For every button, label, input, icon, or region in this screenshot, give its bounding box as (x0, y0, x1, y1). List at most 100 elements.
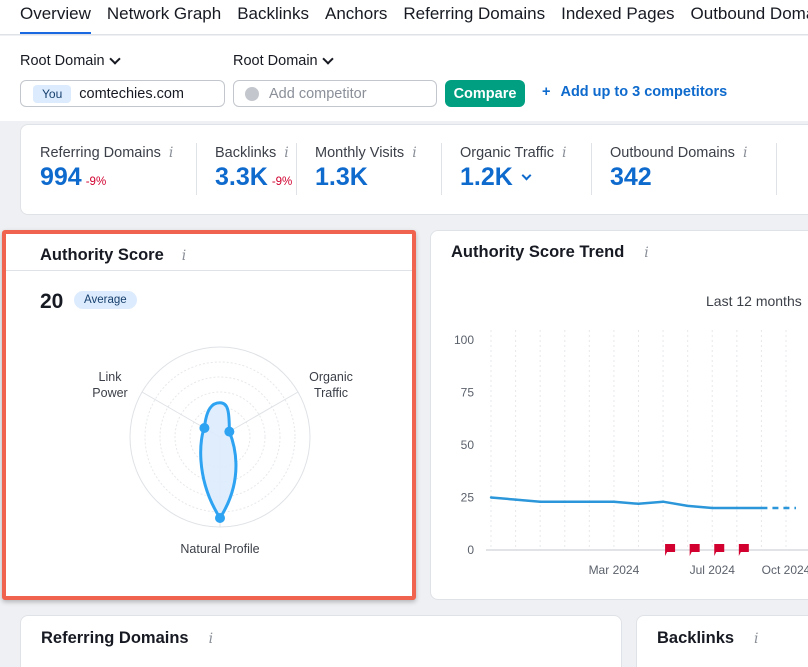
metric-label-text: Backlinks (215, 145, 277, 161)
authority-score-header: Authority Score i (6, 234, 412, 271)
series-line (490, 496, 762, 510)
event-flag-icon[interactable] (665, 544, 676, 556)
metric-value-text: 994 (40, 163, 82, 191)
event-flag-icon[interactable] (689, 544, 700, 556)
authority-radar-chart: Link Power Organic Traffic Natural Profi… (92, 346, 353, 556)
referring-domains-card: Referring Domains i (20, 615, 622, 667)
domain-controls: Root Domain Root Domain You comtechies.c… (0, 36, 808, 121)
data-point[interactable] (784, 506, 788, 510)
authority-score-title: Authority Score (40, 246, 164, 264)
data-point[interactable] (686, 504, 689, 508)
radar-axis-label-natural-profile: Natural Profile (180, 542, 259, 556)
tab-outbound-domains[interactable]: Outbound Domains (690, 4, 808, 23)
data-point[interactable] (588, 500, 591, 503)
backlinks-card: Backlinks i (636, 615, 808, 667)
tab-anchors[interactable]: Anchors (325, 4, 388, 23)
radar-value-shape (199, 401, 238, 521)
metric-outbound-domains[interactable]: Outbound Domains i 342 (591, 125, 776, 214)
competitor-dot-icon (245, 86, 259, 101)
metric-label-text: Outbound Domains (610, 145, 735, 161)
tab-referring-domains[interactable]: Referring Domains (403, 4, 546, 23)
data-point[interactable] (612, 500, 616, 503)
data-point[interactable] (538, 500, 542, 503)
event-flag-icon[interactable] (714, 544, 725, 556)
tab-bar: Overview Network Graph Backlinks Anchors… (0, 0, 808, 35)
add-competitors-link[interactable]: + Add up to 3 competitors (542, 84, 727, 100)
data-point[interactable] (514, 498, 517, 501)
info-icon[interactable]: i (754, 630, 759, 647)
referring-domains-header: Referring Domains i (41, 629, 213, 648)
radar-axis-label-organic-2: Traffic (314, 386, 348, 400)
radar-point-link-power[interactable] (199, 423, 210, 433)
competitor-domain-type-select[interactable]: Root Domain (233, 52, 334, 69)
your-domain-value: comtechies.com (79, 85, 185, 102)
metric-referring-domains[interactable]: Referring Domains i 994 -9% (21, 125, 196, 214)
data-point[interactable] (661, 500, 665, 503)
compare-button[interactable]: Compare (445, 80, 525, 107)
authority-score-value: 20 (40, 290, 64, 313)
x-tick-label: Jul 2024 (690, 563, 736, 577)
metric-truncated (776, 125, 808, 214)
trend-period-selector[interactable]: Last 12 months (706, 293, 802, 309)
chevron-down-icon[interactable] (521, 170, 532, 180)
competitor-input[interactable]: Add competitor (233, 80, 437, 107)
tab-indexed-pages[interactable]: Indexed Pages (561, 4, 675, 23)
data-point[interactable] (489, 496, 493, 499)
metric-value-text: 1.2K (460, 163, 513, 191)
add-competitors-label: Add up to 3 competitors (560, 84, 728, 100)
metric-delta: -9% (271, 176, 293, 188)
metric-backlinks[interactable]: Backlinks i 3.3K -9% (196, 125, 296, 214)
info-icon[interactable]: i (644, 244, 649, 261)
metric-organic-traffic[interactable]: Organic Traffic i 1.2K (441, 125, 591, 214)
y-tick-label: 50 (461, 438, 475, 452)
metric-value-text: 1.3K (315, 163, 368, 191)
metric-value-text: 3.3K (215, 163, 268, 191)
metric-value: 1.2K (460, 163, 577, 192)
info-icon[interactable]: i (168, 145, 174, 161)
metric-label: Organic Traffic i (460, 145, 577, 161)
tab-network-graph[interactable]: Network Graph (106, 4, 222, 23)
x-tick-label: Oct 2024 (762, 563, 808, 577)
chevron-down-icon (321, 52, 334, 65)
your-domain-field[interactable]: You comtechies.com (20, 80, 225, 107)
data-point[interactable] (637, 502, 640, 505)
authority-score-badge: Average (74, 291, 137, 309)
trend-title: Authority Score Trend (451, 243, 625, 261)
authority-score-card: Authority Score i 20 Average Link Power … (2, 230, 416, 600)
info-icon[interactable]: i (412, 145, 417, 161)
trend-header: Authority Score Trend i (451, 243, 649, 262)
metric-label: Outbound Domains i (610, 145, 762, 161)
metrics-bar: Referring Domains i 994 -9% Backlinks i 3.3… (20, 124, 808, 215)
info-icon[interactable]: i (284, 145, 289, 161)
radar-point-organic-traffic[interactable] (224, 426, 235, 437)
y-tick-label: 0 (467, 543, 474, 557)
tab-overview[interactable]: Overview (0, 0, 99, 34)
domain-type-label: Root Domain (20, 53, 105, 69)
data-point[interactable] (760, 506, 763, 510)
metric-label: Monthly Visits i (315, 145, 427, 161)
metric-monthly-visits[interactable]: Monthly Visits i 1.3K (296, 125, 441, 214)
trend-line-chart: 100 75 50 25 0 Mar 2024 Jul 2024 Oct 2024 (454, 330, 808, 577)
data-point[interactable] (563, 500, 566, 503)
domain-type-select[interactable]: Root Domain (20, 52, 121, 69)
chevron-down-icon (108, 52, 121, 65)
y-tick-label: 75 (461, 386, 475, 400)
you-badge: You (33, 84, 72, 103)
event-flag-icon[interactable] (738, 544, 749, 556)
y-tick-label: 25 (461, 491, 475, 505)
radar-axis-label-link-power-1: Link (99, 370, 123, 384)
metric-value: 994 -9% (40, 163, 182, 192)
backlinks-title: Backlinks (657, 629, 735, 647)
info-icon[interactable]: i (742, 145, 748, 161)
metric-value: 3.3K -9% (215, 163, 292, 192)
info-icon[interactable]: i (208, 630, 214, 647)
data-point[interactable] (711, 506, 714, 510)
info-icon[interactable]: i (181, 247, 187, 264)
info-icon[interactable]: i (562, 145, 567, 161)
tab-backlinks[interactable]: Backlinks (237, 4, 309, 23)
data-point[interactable] (735, 506, 739, 510)
metric-delta: -9% (85, 176, 107, 188)
radar-axis-label-organic-1: Organic (309, 370, 353, 384)
competitor-domain-type-label: Root Domain (233, 53, 318, 69)
radar-point-natural-profile[interactable] (215, 513, 225, 523)
